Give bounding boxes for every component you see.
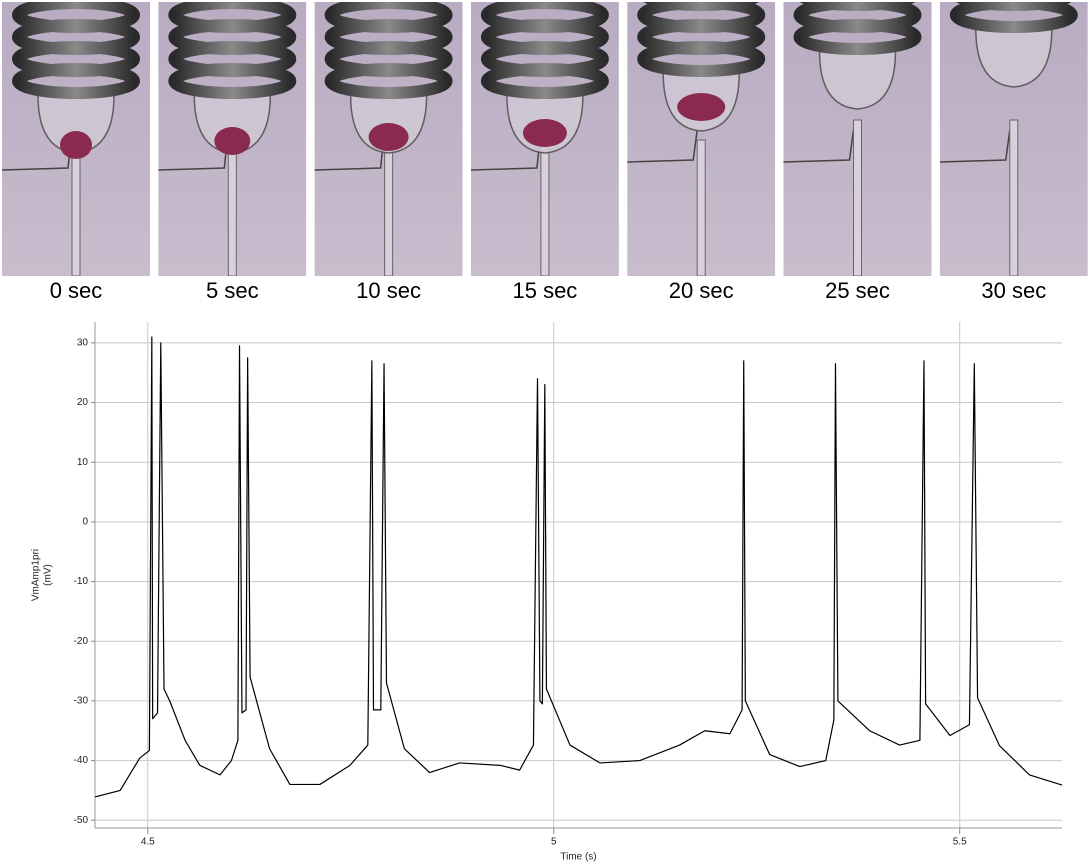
glass-stem bbox=[71, 139, 81, 276]
stained-drop bbox=[368, 123, 409, 151]
glass-stem bbox=[696, 139, 706, 276]
stained-drop bbox=[677, 93, 726, 121]
x-tick-label: 5.5 bbox=[953, 837, 967, 848]
glass-stem bbox=[227, 139, 237, 276]
caption: 30 sec bbox=[981, 278, 1046, 303]
wire bbox=[627, 129, 698, 163]
x-tick-label: 4.5 bbox=[141, 837, 155, 848]
wire bbox=[783, 129, 855, 163]
photo-clip bbox=[158, 0, 306, 2]
photo-strip: 0 sec 5 sec 10 sec 15 sec 20 sec 25 sec 30 sec bbox=[2, 0, 1088, 303]
photo-panel bbox=[314, 0, 463, 276]
caption: 5 sec bbox=[206, 278, 259, 303]
photo-clip bbox=[627, 0, 775, 2]
y-tick-label: 20 bbox=[77, 397, 89, 408]
stained-drop bbox=[214, 127, 251, 155]
voltage-trace bbox=[94, 336, 1063, 798]
photo-panel bbox=[158, 0, 307, 276]
stained-drop bbox=[60, 131, 92, 159]
coil-turn bbox=[637, 41, 766, 77]
photo-panel bbox=[627, 0, 776, 276]
caption: 25 sec bbox=[825, 278, 890, 303]
coil-turn bbox=[480, 63, 609, 99]
x-tick-label: 5 bbox=[551, 837, 557, 848]
caption: 15 sec bbox=[512, 278, 577, 303]
y-tick-label: 10 bbox=[77, 457, 89, 468]
y-axis-label: VmAmp1pri bbox=[31, 549, 42, 601]
photo-panel bbox=[783, 0, 932, 276]
wire bbox=[939, 129, 1011, 163]
coil-turn bbox=[793, 19, 922, 55]
y-tick-label: -40 bbox=[74, 755, 89, 766]
glass-stem bbox=[540, 139, 550, 276]
coil-turn bbox=[12, 63, 140, 99]
caption: 0 sec bbox=[50, 278, 103, 303]
photo-clip bbox=[471, 0, 619, 2]
y-axis-label: (mV) bbox=[43, 564, 54, 586]
y-tick-label: 0 bbox=[82, 517, 88, 528]
chart: -50 -40 -30 -20 -10 0 10 20 30 4.5 5 5.5 Time (s) VmA… bbox=[31, 322, 1063, 863]
y-tick-label: -20 bbox=[74, 636, 89, 647]
caption: 10 sec bbox=[356, 278, 421, 303]
photo-clip bbox=[784, 0, 932, 2]
coil-turn bbox=[168, 63, 297, 99]
coil-turn bbox=[324, 63, 453, 99]
caption: 20 sec bbox=[669, 278, 734, 303]
stained-drop bbox=[522, 119, 567, 147]
photo-panel bbox=[470, 0, 619, 276]
glass-stem bbox=[853, 119, 862, 276]
y-tick-label: 30 bbox=[77, 338, 89, 349]
x-axis-label: Time (s) bbox=[560, 852, 596, 863]
y-tick-label: -10 bbox=[74, 576, 89, 587]
glass-bulb bbox=[818, 50, 897, 110]
glass-stem bbox=[384, 139, 394, 276]
photo-clip bbox=[315, 0, 463, 2]
photo-panel bbox=[2, 0, 150, 276]
y-tick-label: -30 bbox=[74, 696, 89, 707]
glass-stem bbox=[1009, 119, 1019, 276]
photo-panel bbox=[939, 0, 1088, 276]
photo-clip bbox=[940, 0, 1088, 2]
y-tick-label: -50 bbox=[74, 815, 89, 826]
photo-clip bbox=[2, 0, 150, 2]
coil-turn bbox=[949, 2, 1078, 33]
glass-bulb bbox=[975, 28, 1053, 88]
